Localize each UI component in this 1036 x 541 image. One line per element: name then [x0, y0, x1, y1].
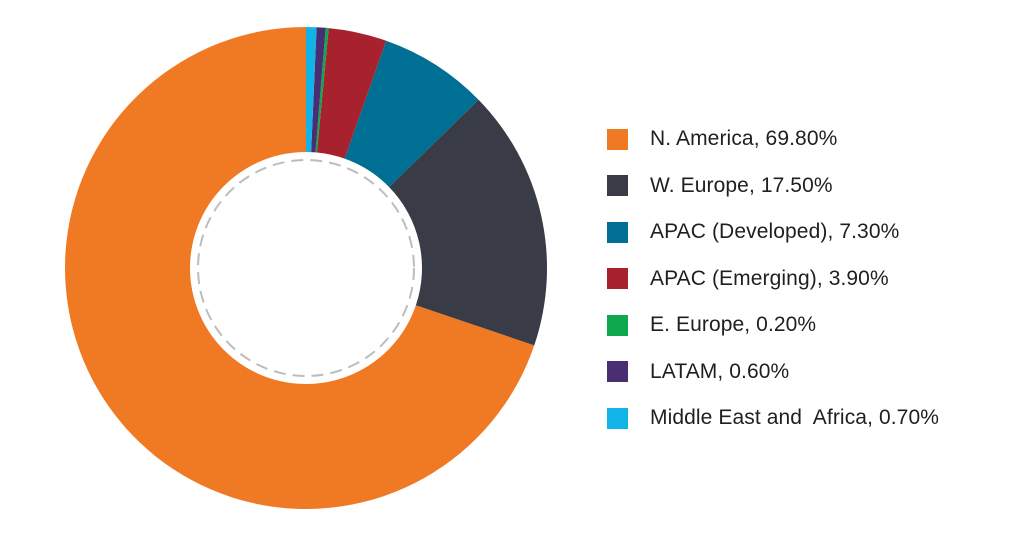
- donut-slice-n-america: [65, 27, 535, 510]
- legend-label: W. Europe, 17.50%: [650, 173, 833, 197]
- donut-slice-middle-east-and-africa: [306, 27, 317, 153]
- donut-slice-latam: [311, 27, 326, 153]
- legend-item-middle-east-africa: Middle East and Africa, 0.70%: [607, 395, 939, 442]
- legend-item-apac-developed: APAC (Developed), 7.30%: [607, 209, 939, 256]
- legend-label: APAC (Developed), 7.30%: [650, 220, 900, 244]
- legend-swatch: [607, 361, 628, 383]
- legend-item-w-europe: W. Europe, 17.50%: [607, 163, 939, 210]
- donut-slice-e-europe: [315, 27, 329, 153]
- legend-swatch: [607, 128, 628, 150]
- legend-swatch: [607, 221, 628, 243]
- legend-item-e-europe: E. Europe, 0.20%: [607, 302, 939, 349]
- legend-swatch: [607, 407, 628, 429]
- donut-slices: [65, 27, 547, 510]
- center-dashed-ring: [197, 159, 415, 377]
- legend-item-n-america: N. America, 69.80%: [607, 116, 939, 163]
- legend-label: LATAM, 0.60%: [650, 359, 790, 383]
- legend-label: Middle East and Africa, 0.70%: [650, 406, 939, 430]
- legend-label: E. Europe, 0.20%: [650, 313, 817, 337]
- donut-slice-w-europe: [389, 99, 547, 346]
- legend-label: APAC (Emerging), 3.90%: [650, 266, 889, 290]
- legend-item-apac-emerging: APAC (Emerging), 3.90%: [607, 256, 939, 303]
- legend-swatch: [607, 314, 628, 336]
- legend-item-latam: LATAM, 0.60%: [607, 349, 939, 396]
- legend-swatch: [607, 175, 628, 197]
- donut-slice-apac-developed: [344, 40, 479, 188]
- donut-slice-apac-emerging: [316, 28, 387, 159]
- legend-swatch: [607, 268, 628, 290]
- legend: N. America, 69.80% W. Europe, 17.50% APA…: [607, 116, 939, 442]
- legend-label: N. America, 69.80%: [650, 127, 838, 151]
